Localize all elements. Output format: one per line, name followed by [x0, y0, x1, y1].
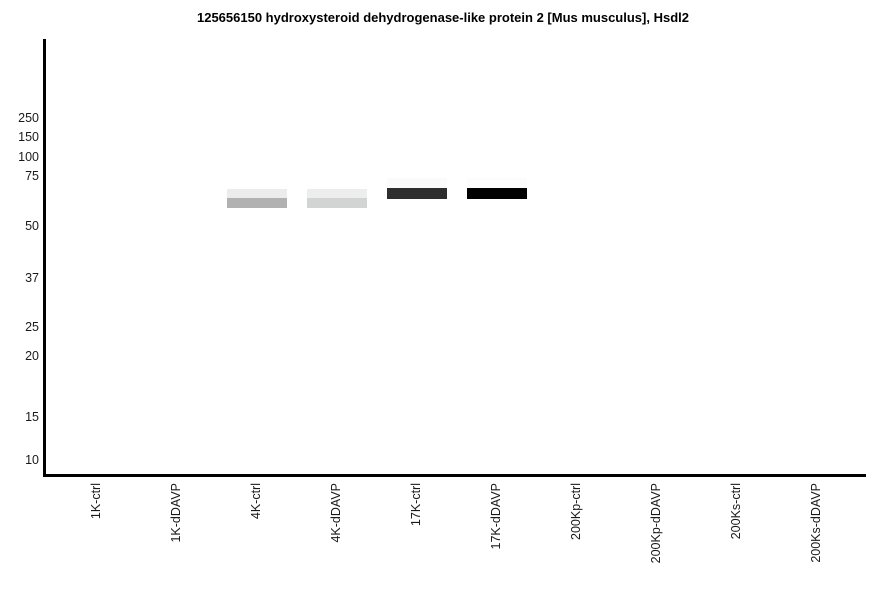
x-axis-lane-label: 200Kp-dDAVP — [649, 483, 663, 564]
x-axis-lane-label: 1K-ctrl — [89, 483, 103, 520]
gel-band — [307, 198, 367, 208]
y-axis-line — [43, 39, 46, 477]
x-axis-lane-label: 200Kp-ctrl — [569, 483, 583, 540]
y-axis-tick-label: 100 — [18, 150, 39, 164]
x-axis-line — [43, 474, 866, 477]
chart-title: 125656150 hydroxysteroid dehydrogenase-l… — [196, 10, 689, 25]
gel-band — [387, 178, 447, 188]
gel-band — [467, 188, 527, 199]
gel-band — [387, 188, 447, 199]
y-axis-tick-label: 50 — [25, 219, 39, 233]
y-axis-tick-label: 10 — [25, 453, 39, 467]
y-axis-tick-label: 25 — [25, 320, 39, 334]
x-axis-lane-label: 17K-dDAVP — [489, 483, 503, 550]
x-axis-lane-label: 1K-dDAVP — [169, 483, 183, 543]
x-axis-lane-label: 4K-dDAVP — [329, 483, 343, 543]
gel-band — [227, 189, 287, 198]
y-axis-tick-label: 15 — [25, 410, 39, 424]
y-axis-tick-label: 250 — [18, 111, 39, 125]
y-axis-tick-label: 150 — [18, 130, 39, 144]
x-axis-lane-label: 200Ks-ctrl — [729, 483, 743, 540]
y-axis-tick-label: 75 — [25, 169, 39, 183]
y-axis-tick-label: 20 — [25, 349, 39, 363]
gel-band — [227, 198, 287, 208]
x-axis-lane-label: 200Ks-dDAVP — [809, 483, 823, 563]
y-axis-tick-label: 37 — [25, 271, 39, 285]
gel-band — [307, 189, 367, 198]
x-axis-lane-label: 17K-ctrl — [409, 483, 423, 527]
gel-band — [467, 178, 527, 188]
x-axis-lane-label: 4K-ctrl — [249, 483, 263, 520]
